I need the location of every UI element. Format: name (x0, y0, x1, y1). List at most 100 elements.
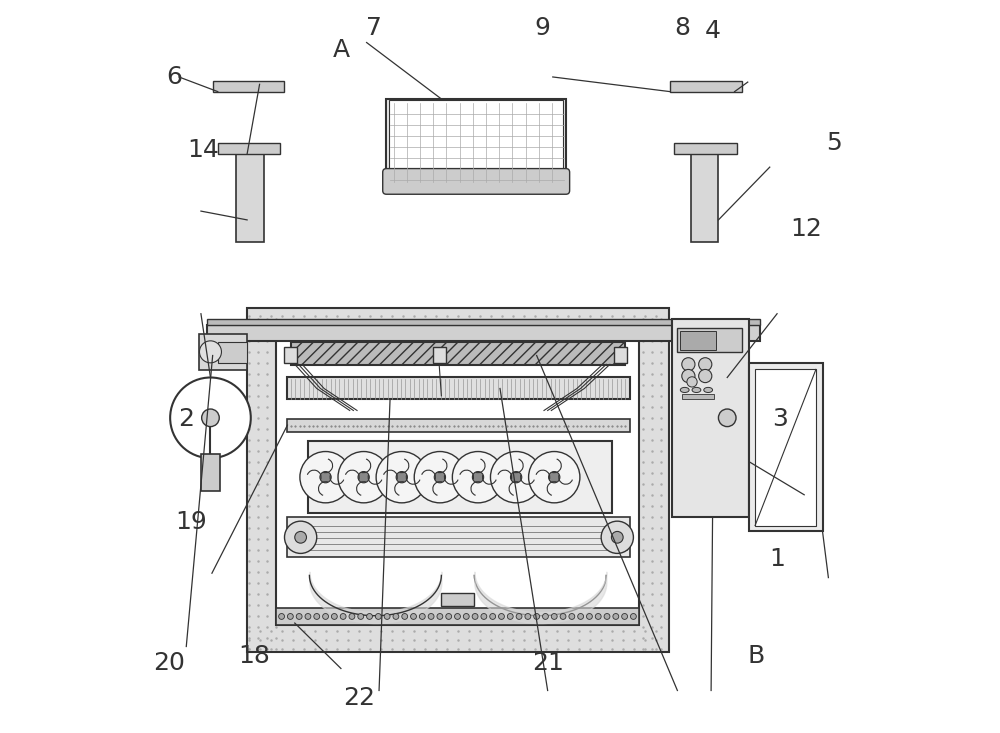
Bar (199, 334, 247, 370)
Bar (691, 147, 718, 242)
Circle shape (543, 614, 548, 619)
Circle shape (284, 521, 317, 553)
Circle shape (199, 341, 221, 363)
Circle shape (340, 614, 346, 619)
Circle shape (687, 377, 768, 458)
Circle shape (534, 614, 540, 619)
Circle shape (338, 452, 389, 503)
Circle shape (402, 614, 408, 619)
Circle shape (525, 614, 531, 619)
Bar (284, 347, 297, 363)
Circle shape (699, 369, 712, 383)
Circle shape (414, 452, 466, 503)
Bar (276, 340, 639, 625)
Circle shape (481, 614, 487, 619)
Circle shape (622, 614, 628, 619)
Circle shape (452, 452, 504, 503)
Text: 12: 12 (790, 217, 822, 240)
Circle shape (472, 471, 484, 483)
Ellipse shape (680, 387, 689, 392)
Bar (682, 394, 714, 399)
Bar (287, 377, 630, 399)
Circle shape (323, 614, 328, 619)
Bar (386, 99, 566, 187)
Circle shape (560, 614, 566, 619)
Circle shape (320, 471, 331, 483)
Circle shape (455, 614, 460, 619)
Circle shape (305, 614, 311, 619)
Bar (441, 593, 474, 606)
Circle shape (446, 614, 452, 619)
Circle shape (437, 614, 443, 619)
Circle shape (202, 409, 219, 427)
Circle shape (331, 614, 337, 619)
Circle shape (529, 452, 580, 503)
Bar (433, 347, 446, 363)
Circle shape (472, 614, 478, 619)
Text: 1: 1 (769, 547, 785, 570)
Circle shape (613, 614, 619, 619)
Bar (213, 81, 284, 92)
Circle shape (279, 614, 284, 619)
Bar (670, 81, 742, 92)
FancyBboxPatch shape (383, 169, 570, 194)
Circle shape (578, 614, 584, 619)
Bar (236, 147, 264, 242)
Circle shape (358, 471, 369, 483)
Bar (218, 143, 280, 154)
Bar (755, 369, 816, 526)
Text: 2: 2 (178, 408, 194, 431)
Circle shape (396, 471, 407, 483)
Text: 6: 6 (166, 65, 182, 89)
Circle shape (687, 377, 697, 387)
Circle shape (490, 614, 496, 619)
Text: B: B (748, 644, 765, 668)
Ellipse shape (692, 387, 701, 392)
Circle shape (300, 452, 351, 503)
Bar (614, 347, 627, 363)
Text: 21: 21 (532, 652, 564, 675)
Bar (674, 143, 737, 154)
Circle shape (349, 614, 355, 619)
Circle shape (601, 521, 633, 553)
Bar (276, 608, 639, 625)
Circle shape (604, 614, 610, 619)
Text: 4: 4 (705, 19, 721, 43)
Bar (201, 454, 220, 491)
Text: 20: 20 (153, 652, 185, 675)
Circle shape (507, 614, 513, 619)
Bar (680, 331, 716, 350)
Text: 14: 14 (187, 139, 219, 162)
Circle shape (295, 531, 306, 543)
Text: 3: 3 (772, 408, 788, 431)
Circle shape (682, 369, 695, 383)
Bar (308, 441, 612, 513)
Circle shape (393, 614, 399, 619)
Circle shape (384, 614, 390, 619)
Text: 22: 22 (343, 686, 375, 710)
Text: 5: 5 (826, 131, 841, 155)
Bar (287, 419, 630, 432)
Circle shape (551, 614, 557, 619)
Circle shape (376, 452, 427, 503)
Circle shape (630, 614, 636, 619)
Circle shape (595, 614, 601, 619)
Circle shape (569, 614, 575, 619)
Circle shape (419, 614, 425, 619)
Circle shape (611, 531, 623, 543)
Circle shape (287, 614, 293, 619)
Circle shape (586, 614, 592, 619)
Circle shape (510, 471, 522, 483)
Circle shape (411, 614, 416, 619)
Bar (672, 319, 749, 517)
Bar (207, 325, 760, 341)
Circle shape (463, 614, 469, 619)
Text: A: A (332, 38, 350, 62)
Text: 9: 9 (535, 16, 550, 40)
Circle shape (296, 614, 302, 619)
Text: 19: 19 (175, 510, 207, 534)
Bar (247, 308, 669, 652)
Circle shape (516, 614, 522, 619)
Circle shape (699, 358, 712, 371)
Circle shape (367, 614, 372, 619)
